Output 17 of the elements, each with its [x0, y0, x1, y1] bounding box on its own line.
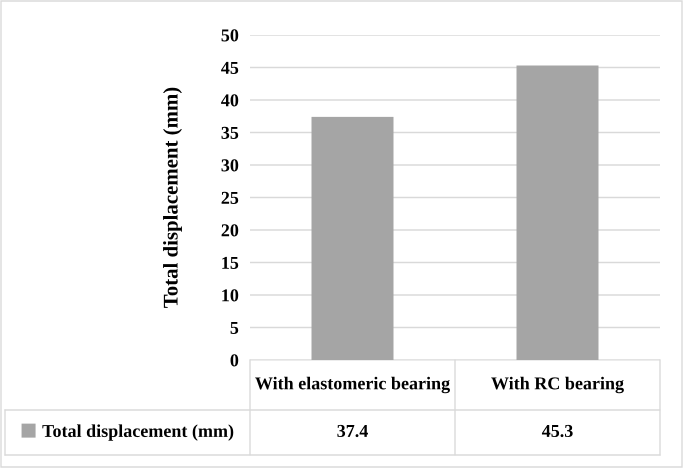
- y-tick-label: 25: [222, 192, 238, 204]
- x-tick-label: With RC bearing: [491, 376, 624, 394]
- y-tick-label: 20: [222, 224, 238, 236]
- y-tick-label: 45: [221, 62, 238, 74]
- y-tick-label: 30: [222, 159, 238, 172]
- y-axis-title: Total displacement (mm): [163, 88, 182, 308]
- y-tick-label: 35: [222, 126, 238, 139]
- legend-label: Total displacement (mm): [42, 424, 234, 441]
- y-tick-label: 40: [221, 94, 238, 106]
- data-label: 45.3: [542, 424, 573, 438]
- y-tick-label: 15: [222, 256, 238, 269]
- data-label: 37.4: [337, 424, 368, 438]
- y-tick-label: 50: [222, 29, 238, 42]
- x-tick-label: With elastomeric bearing: [255, 376, 450, 394]
- y-tick-label: 0: [230, 354, 238, 366]
- y-tick-label: 10: [222, 289, 238, 302]
- y-tick-label: 5: [230, 322, 238, 334]
